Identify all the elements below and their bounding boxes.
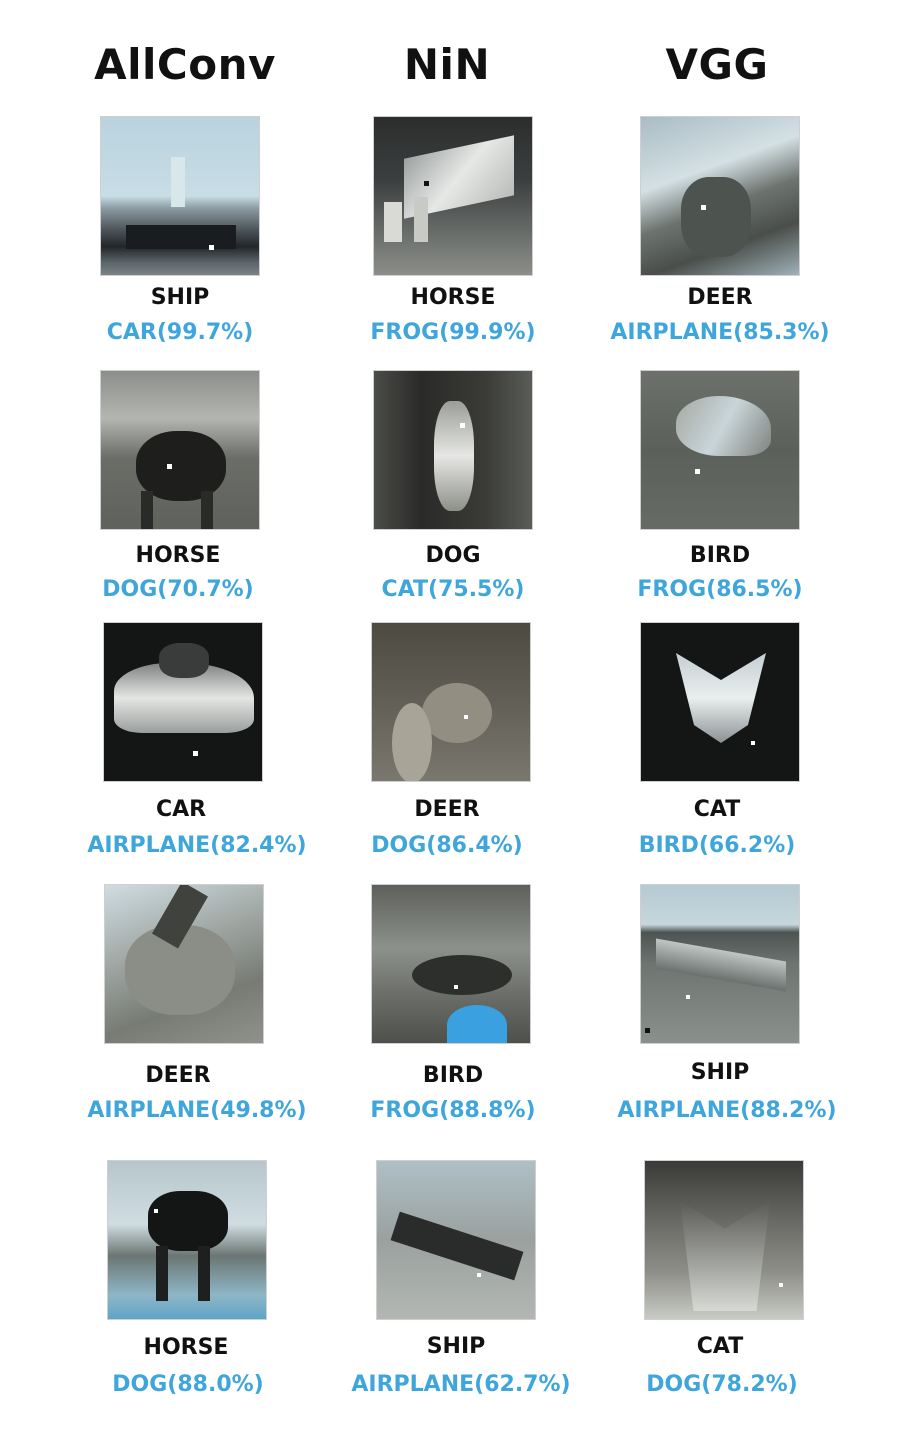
- true-label: DEER: [145, 1063, 211, 1088]
- column-header-nin: NiN: [403, 40, 491, 89]
- true-label: HORSE: [410, 285, 496, 310]
- true-label: DEER: [687, 285, 753, 310]
- true-label: SHIP: [150, 285, 210, 310]
- image-allconv-deer: [104, 884, 264, 1044]
- true-label: CAR: [155, 797, 207, 822]
- true-label: DEER: [414, 797, 480, 822]
- prediction-label: DOG(86.4%): [371, 833, 523, 858]
- prediction-label: AIRPLANE(88.2%): [617, 1098, 837, 1123]
- image-vgg-ship: [640, 884, 800, 1044]
- image-nin-deer: [371, 622, 531, 782]
- prediction-label: FROG(88.8%): [370, 1098, 536, 1123]
- true-label: CAT: [693, 797, 741, 822]
- true-label: SHIP: [426, 1334, 486, 1359]
- prediction-label: DOG(70.7%): [102, 577, 254, 602]
- true-label: CAT: [696, 1334, 744, 1359]
- prediction-label: FROG(99.9%): [370, 320, 536, 345]
- image-allconv-ship: [100, 116, 260, 276]
- image-allconv-car: [103, 622, 263, 782]
- image-allconv-horse-2: [107, 1160, 267, 1320]
- image-vgg-bird: [640, 370, 800, 530]
- prediction-label: AIRPLANE(62.7%): [351, 1372, 571, 1397]
- prediction-label: DOG(78.2%): [646, 1372, 798, 1397]
- image-vgg-cat-2: [644, 1160, 804, 1320]
- image-nin-horse: [373, 116, 533, 276]
- column-header-vgg: VGG: [665, 40, 769, 89]
- image-nin-dog: [373, 370, 533, 530]
- prediction-label: DOG(88.0%): [112, 1372, 264, 1397]
- column-header-allconv: AllConv: [94, 40, 276, 89]
- true-label: BIRD: [689, 543, 751, 568]
- prediction-label: AIRPLANE(49.8%): [87, 1098, 307, 1123]
- prediction-label: CAT(75.5%): [381, 577, 525, 602]
- image-vgg-cat: [640, 622, 800, 782]
- true-label: DOG: [425, 543, 481, 568]
- true-label: HORSE: [135, 543, 221, 568]
- prediction-label: AIRPLANE(85.3%): [610, 320, 830, 345]
- image-nin-bird: [371, 884, 531, 1044]
- image-allconv-horse: [100, 370, 260, 530]
- image-vgg-deer: [640, 116, 800, 276]
- image-nin-ship: [376, 1160, 536, 1320]
- prediction-label: CAR(99.7%): [106, 320, 254, 345]
- true-label: HORSE: [143, 1335, 229, 1360]
- prediction-label: BIRD(66.2%): [638, 833, 796, 858]
- prediction-label: AIRPLANE(82.4%): [87, 833, 307, 858]
- prediction-label: FROG(86.5%): [637, 577, 803, 602]
- true-label: SHIP: [690, 1060, 750, 1085]
- true-label: BIRD: [422, 1063, 484, 1088]
